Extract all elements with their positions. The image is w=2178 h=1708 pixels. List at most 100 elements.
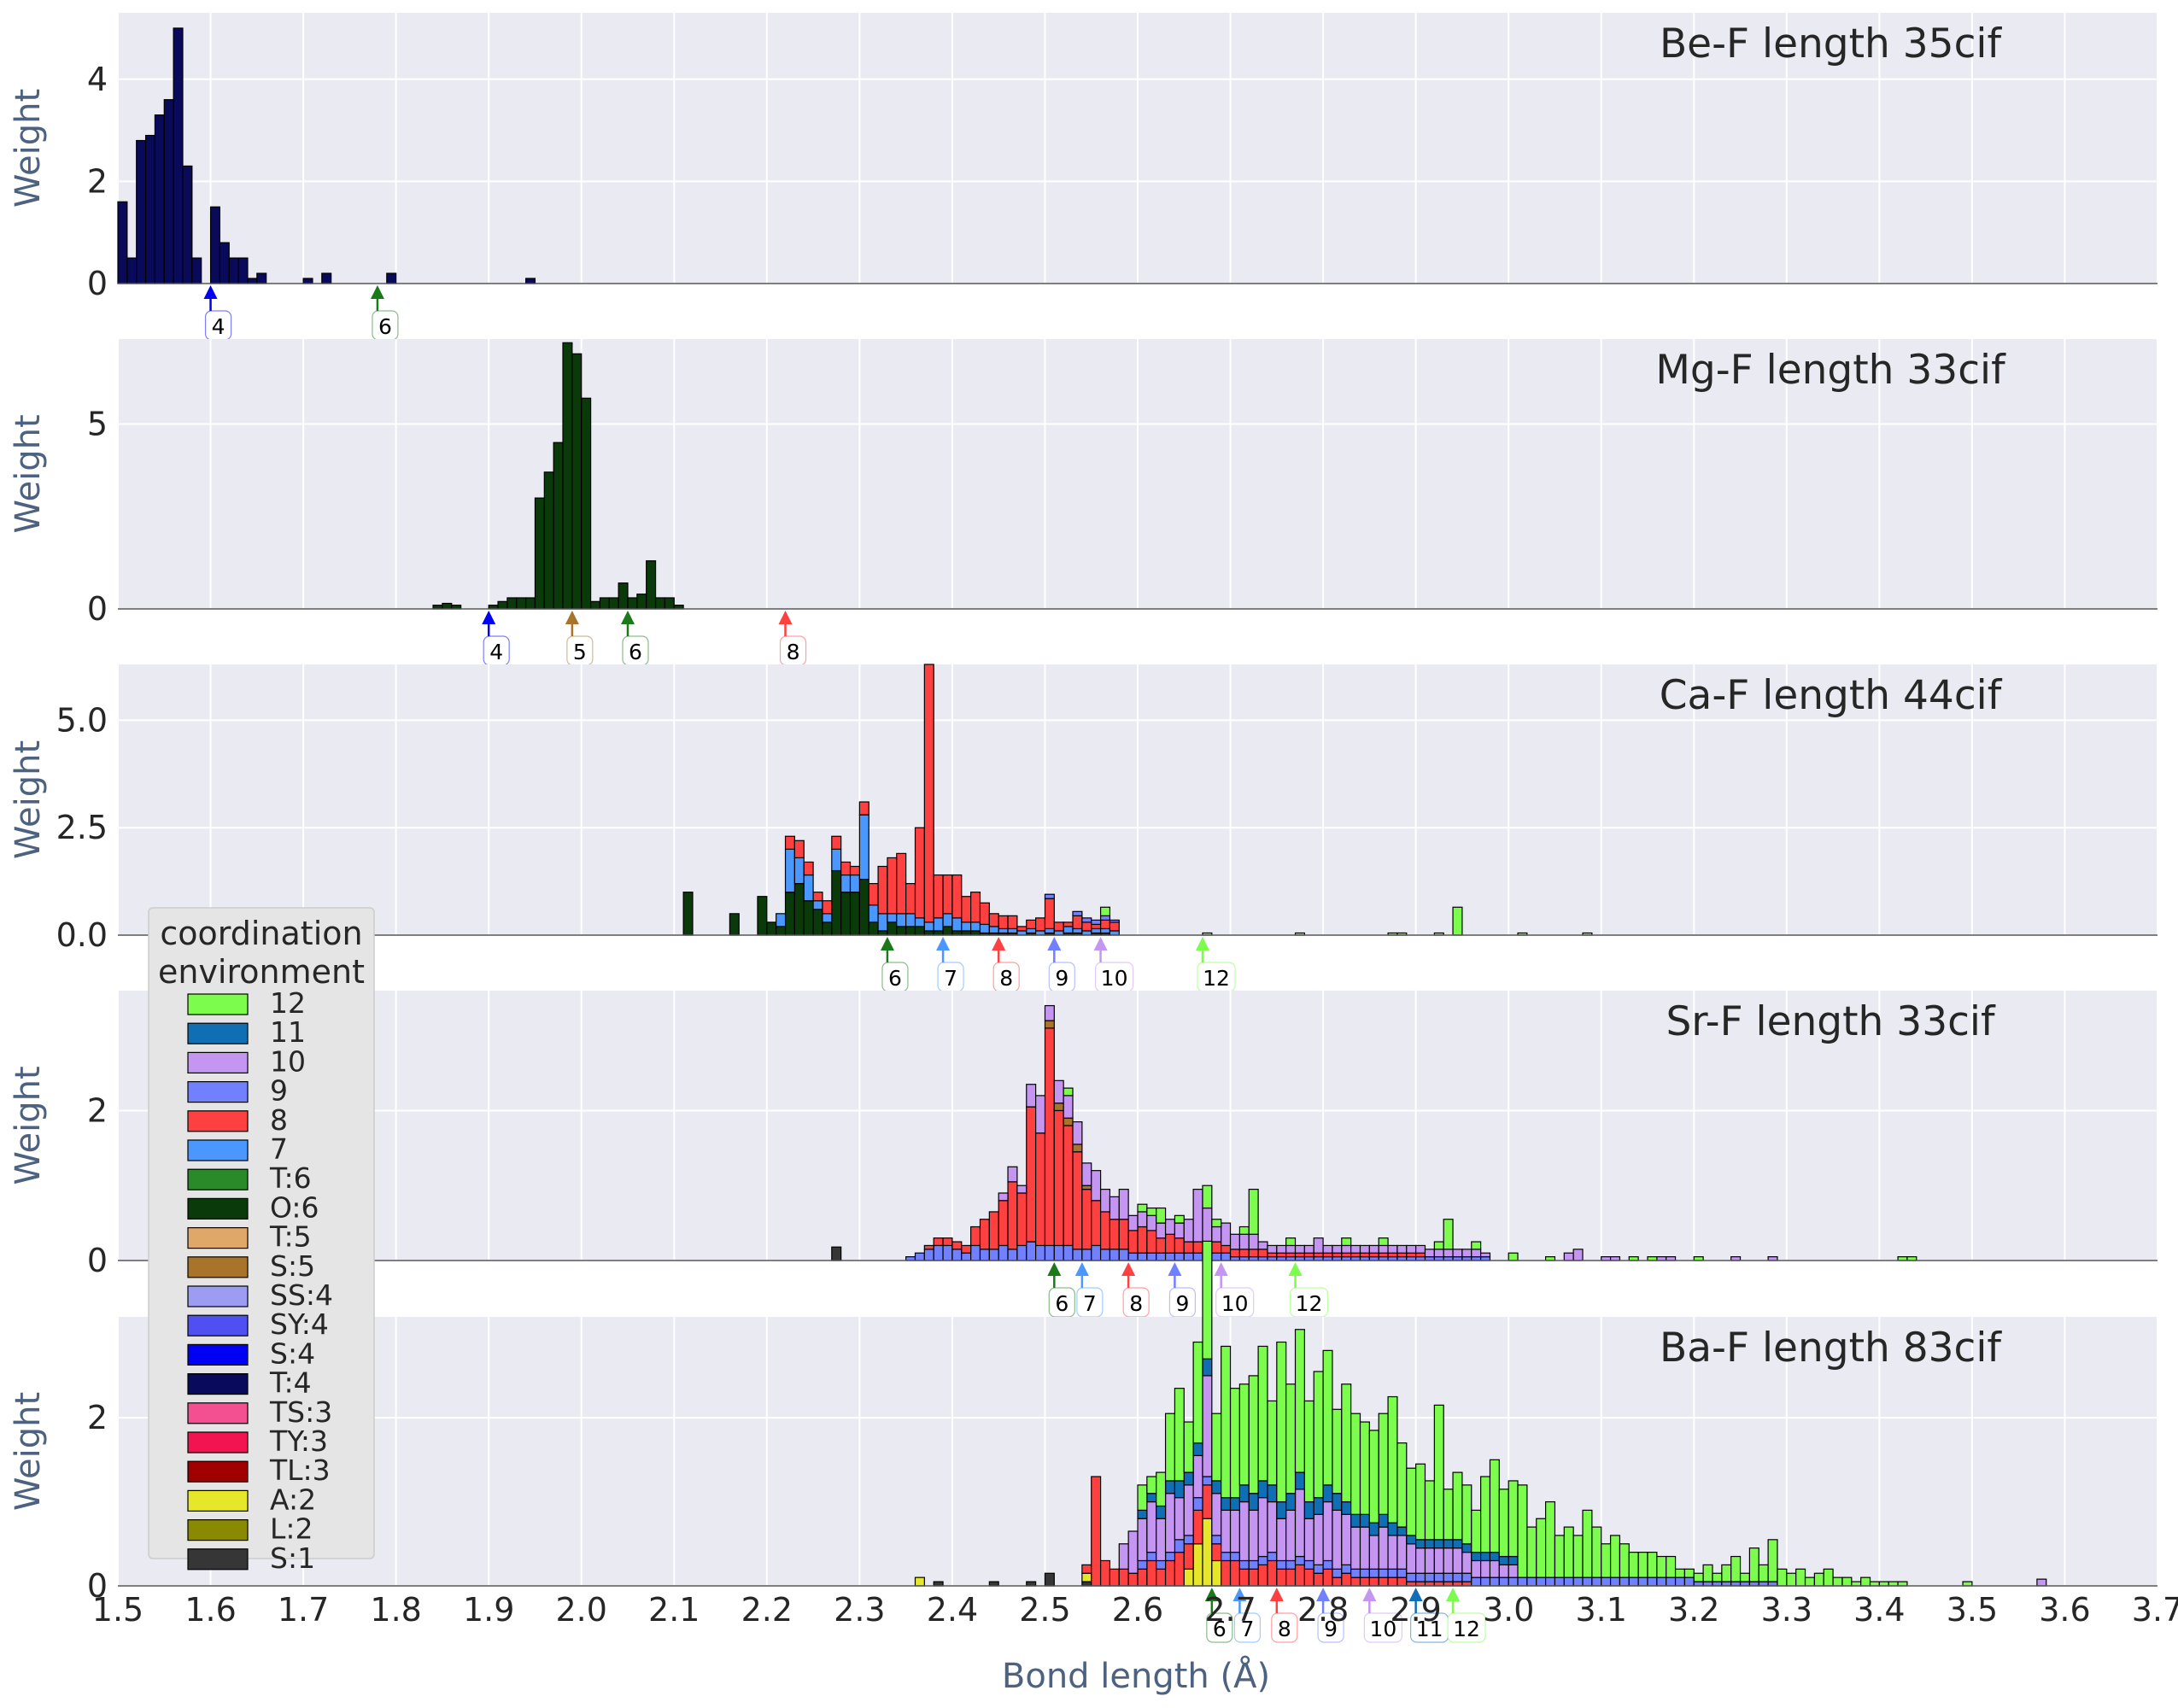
bar-12	[1294, 1329, 1305, 1473]
bar-11	[1174, 1480, 1185, 1499]
panel-0: 0 2 4 Be-F length 35cif Weight 4 6	[9, 13, 2158, 341]
bar-8	[1127, 1572, 1139, 1587]
bar-12	[1730, 1555, 1742, 1582]
bar-10	[1016, 1184, 1028, 1194]
bar-7	[858, 814, 869, 880]
bar-O6	[840, 892, 852, 936]
marker-7: 7	[1074, 1262, 1104, 1318]
marker-11: 11	[1408, 1588, 1449, 1643]
bar-12	[1517, 1484, 1528, 1578]
bar-8	[1026, 919, 1037, 930]
bar-8	[1332, 1252, 1343, 1258]
bar-8	[923, 1244, 934, 1250]
bar-11	[1508, 1555, 1519, 1565]
bar-9	[1285, 1559, 1297, 1570]
bar-T4	[524, 278, 536, 284]
x-tick-label: 3.3	[1761, 1591, 1812, 1629]
bar-10	[1034, 1095, 1046, 1134]
bar-9	[1072, 910, 1083, 916]
bar-9	[1174, 1252, 1185, 1261]
bar-12	[1332, 1408, 1343, 1494]
bar-8	[1081, 921, 1092, 932]
bar-O6	[951, 930, 963, 936]
bar-8	[942, 1237, 953, 1247]
x-tick-label: 1.9	[463, 1591, 514, 1629]
bar-8	[1156, 1237, 1167, 1254]
y-tick-label: 2	[87, 1399, 108, 1436]
y-axis-label: Weight	[9, 1066, 48, 1184]
marker-7: 7	[1232, 1588, 1262, 1643]
bar-12	[1526, 1526, 1537, 1578]
bar-7	[1063, 926, 1074, 934]
x-tick-label: 2.0	[556, 1591, 607, 1629]
bar-10	[1221, 1222, 1232, 1247]
bar-10	[1127, 1214, 1139, 1231]
bar-9	[1415, 1572, 1426, 1582]
bar-O6	[543, 471, 554, 610]
bar-7	[970, 921, 981, 932]
bar-O6	[877, 930, 888, 936]
bar-8	[1221, 1244, 1232, 1254]
bar-8	[1137, 1568, 1148, 1587]
bar-12	[1183, 1421, 1194, 1473]
bar-O6	[896, 926, 907, 936]
bar-8	[1016, 926, 1028, 932]
bar-12	[1702, 1564, 1713, 1582]
bar-8	[1099, 1211, 1111, 1250]
bar-8	[1099, 1559, 1111, 1587]
bar-12	[1238, 1225, 1250, 1235]
bar-8	[1164, 1233, 1176, 1254]
bar-8	[1109, 1568, 1120, 1587]
bar-8	[1081, 1564, 1092, 1574]
bar-9	[1091, 919, 1102, 926]
bar-8	[1229, 1559, 1240, 1587]
bar-7	[1099, 927, 1111, 934]
legend-swatch	[187, 1314, 249, 1337]
bar-A2	[1211, 1559, 1222, 1587]
bar-8	[1202, 1484, 1213, 1519]
bar-8	[1350, 1576, 1361, 1587]
bar-9	[1350, 1568, 1361, 1578]
legend-label: TL:3	[269, 1454, 331, 1487]
bar-12	[1063, 1087, 1074, 1097]
bar-O6	[942, 926, 953, 936]
bar-12	[1285, 1237, 1297, 1247]
bar-8	[793, 839, 805, 859]
bar-10	[1387, 1535, 1398, 1570]
bar-10	[1081, 1162, 1092, 1186]
legend-label: 7	[270, 1132, 288, 1166]
bar-O6	[589, 600, 601, 610]
bar-12	[1303, 1400, 1314, 1503]
bar-11	[1267, 1484, 1278, 1503]
bar-9	[1303, 1559, 1314, 1570]
bar-9	[1257, 1555, 1268, 1565]
bar-9	[951, 1249, 963, 1261]
bar-10	[1276, 1244, 1287, 1254]
bar-8	[1109, 1219, 1120, 1250]
bar-9	[1183, 1535, 1194, 1545]
bar-9	[988, 1249, 999, 1261]
bar-10	[1433, 1547, 1444, 1574]
legend-swatch	[187, 1460, 249, 1483]
bar-9	[1164, 1552, 1176, 1562]
bar-12	[1137, 1203, 1148, 1213]
marker-label: 6	[888, 966, 902, 991]
bar-10	[1164, 1493, 1176, 1553]
marker-8: 8	[1269, 1588, 1298, 1643]
bar-7	[822, 913, 833, 923]
bar-8	[1034, 1132, 1046, 1247]
bar-8	[951, 874, 963, 919]
bar-O6	[562, 342, 573, 610]
bar-O6	[923, 930, 934, 936]
bar-8	[1248, 1568, 1259, 1587]
bar-9	[1647, 1576, 1658, 1587]
marker-label: 12	[1203, 966, 1230, 991]
bar-9	[1091, 1244, 1102, 1261]
y-tick-label: 5.0	[56, 701, 108, 739]
bar-10	[1211, 1493, 1222, 1536]
bar-9	[1341, 1564, 1352, 1574]
marker-label: 11	[1416, 1617, 1443, 1641]
bar-8	[923, 664, 934, 923]
bar-O6	[784, 892, 795, 936]
